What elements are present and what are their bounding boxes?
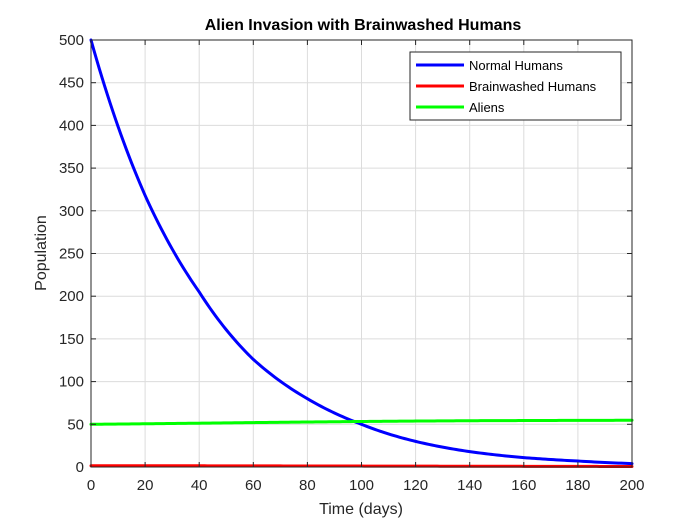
x-tick-label: 140 bbox=[457, 477, 482, 494]
x-tick-label: 20 bbox=[137, 477, 154, 494]
x-tick-label: 40 bbox=[191, 477, 208, 494]
x-tick-label: 120 bbox=[403, 477, 428, 494]
y-tick-label: 450 bbox=[59, 75, 84, 92]
x-tick-label: 180 bbox=[565, 477, 590, 494]
y-tick-label: 150 bbox=[59, 331, 84, 348]
chart-title: Alien Invasion with Brainwashed Humans bbox=[205, 17, 522, 34]
y-tick-label: 200 bbox=[59, 288, 84, 305]
y-tick-label: 350 bbox=[59, 160, 84, 177]
y-tick-label: 500 bbox=[59, 32, 84, 49]
legend-label-brainwashed-humans: Brainwashed Humans bbox=[469, 79, 597, 94]
x-tick-label: 200 bbox=[619, 477, 644, 494]
y-tick-label: 250 bbox=[59, 246, 84, 263]
x-tick-label: 100 bbox=[349, 477, 374, 494]
series-line-normal-humans bbox=[89, 38, 634, 466]
y-tick-label: 100 bbox=[59, 374, 84, 391]
series-line-aliens bbox=[89, 418, 634, 426]
x-tick-label: 160 bbox=[511, 477, 536, 494]
legend-label-normal-humans: Normal Humans bbox=[469, 58, 563, 73]
legend-label-aliens: Aliens bbox=[469, 100, 505, 115]
y-tick-label: 0 bbox=[76, 459, 84, 476]
y-tick-label: 50 bbox=[67, 416, 84, 433]
x-axis-label: Time (days) bbox=[319, 501, 403, 518]
x-tick-label: 60 bbox=[245, 477, 262, 494]
axis-ticks: 0 20 40 60 80 100 120 140 160 180 200 0 50 100 150 200 2… bbox=[59, 32, 645, 494]
y-axis-label: Population bbox=[33, 215, 50, 291]
x-tick-label: 80 bbox=[299, 477, 316, 494]
y-tick-label: 300 bbox=[59, 203, 84, 220]
y-tick-label: 400 bbox=[59, 117, 84, 134]
x-tick-label: 0 bbox=[87, 477, 95, 494]
legend: Normal Humans Brainwashed Humans Aliens bbox=[409, 51, 622, 121]
